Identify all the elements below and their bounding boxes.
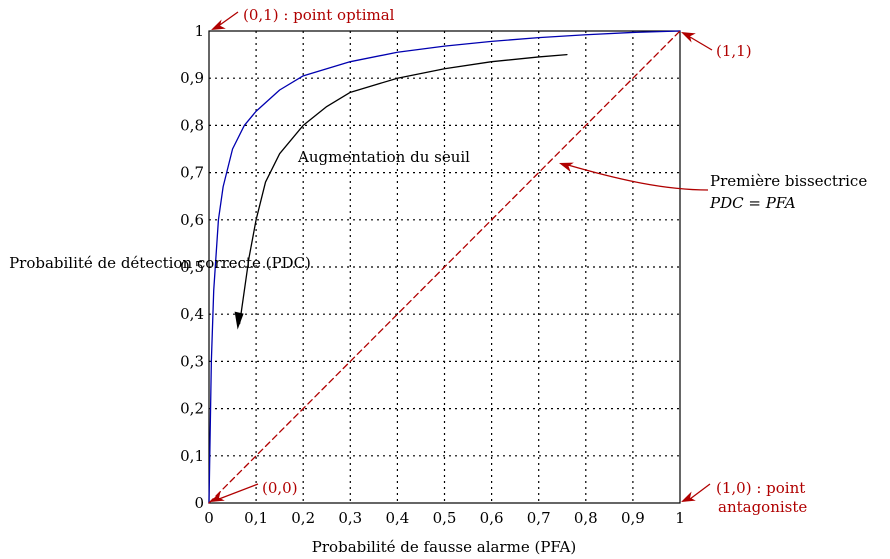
y-tick-label: 0,7 (180, 164, 204, 182)
annotation-bisector-formula: PDC = PFA (709, 194, 796, 212)
x-tick-label: 0,7 (527, 509, 551, 527)
y-tick-label: 0,9 (180, 69, 204, 87)
x-tick-label: 0,6 (480, 509, 504, 527)
leader-origin (218, 483, 259, 500)
annotation-antagonist-line1: (1,0) : point (716, 479, 805, 497)
x-tick-label: 0 (204, 509, 214, 527)
y-tick-label: 0,2 (180, 400, 204, 418)
plot-frame (208, 30, 681, 504)
marker-top-right (681, 32, 696, 43)
marker-bisector-shape (559, 162, 574, 173)
marker-top-right-shape (681, 32, 696, 43)
annotation-top-right-point: (1,1) (716, 42, 752, 60)
marker-antagonist-shape (681, 491, 696, 502)
y-tick-label: 0,6 (180, 211, 204, 229)
axes (208, 30, 681, 504)
y-ticks: 0 0,1 0,2 0,3 0,4 0,5 0,6 0,7 0,8 0,9 1 (180, 22, 204, 512)
annotation-antagonist-line2: antagoniste (718, 498, 807, 516)
x-tick-label: 0,8 (574, 509, 598, 527)
y-tick-label: 0,8 (180, 116, 204, 134)
x-tick-label: 0,1 (244, 509, 268, 527)
threshold-arrow-curve (238, 53, 568, 325)
marker-origin (210, 491, 225, 502)
x-tick-label: 1 (675, 509, 685, 527)
marker-optimal (211, 19, 226, 30)
x-ticks: 0 0,1 0,2 0,3 0,4 0,5 0,6 0,7 0,8 0,9 1 (204, 509, 685, 527)
x-tick-label: 0,9 (621, 509, 645, 527)
marker-bisector (559, 162, 574, 173)
y-tick-label: 0 (194, 494, 204, 512)
markers (210, 11, 713, 502)
annotation-bisector-title: Première bissectrice (710, 172, 867, 190)
bisector-line (208, 30, 681, 504)
x-tick-label: 0,4 (385, 509, 409, 527)
annotation-threshold: Augmentation du seuil (297, 148, 470, 166)
y-tick-label: 0,5 (180, 258, 204, 276)
leader-top-right (689, 36, 713, 51)
grid (209, 31, 680, 503)
x-axis-label: Probabilité de fausse alarme (PFA) (312, 538, 576, 556)
marker-antagonist (681, 491, 696, 502)
leader-antagonist (689, 483, 711, 500)
x-tick-label: 0,3 (338, 509, 362, 527)
y-tick-label: 0,4 (180, 305, 204, 323)
annotation-origin-point: (0,0) (262, 479, 298, 497)
marker-optimal-shape (211, 19, 226, 30)
y-tick-label: 0,1 (180, 447, 204, 465)
roc-curve (208, 30, 681, 504)
y-tick-label: 0,3 (180, 352, 204, 370)
leader-optimal (216, 11, 239, 28)
y-axis-label: Probabilité de détection correcte (PDC) (9, 254, 311, 272)
threshold-arrowhead (234, 311, 244, 330)
marker-origin-shape (210, 491, 225, 502)
x-tick-label: 0,2 (291, 509, 315, 527)
y-tick-label: 1 (194, 22, 204, 40)
leader-bisector (567, 164, 709, 191)
series (208, 30, 681, 504)
x-tick-label: 0,5 (433, 509, 457, 527)
annotation-optimal-point: (0,1) : point optimal (243, 6, 395, 24)
